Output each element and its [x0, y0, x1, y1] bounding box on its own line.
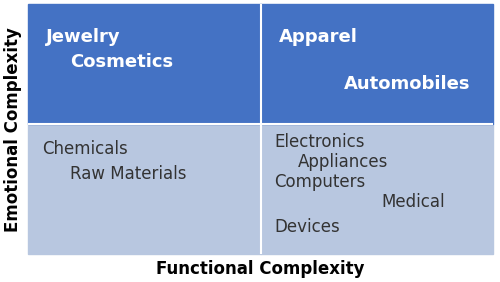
Text: Apparel: Apparel: [279, 28, 358, 46]
Bar: [28, 124, 260, 254]
X-axis label: Functional Complexity: Functional Complexity: [156, 260, 365, 278]
Text: Jewelry: Jewelry: [46, 28, 121, 46]
Text: Medical: Medical: [382, 193, 445, 211]
Bar: [28, 4, 260, 124]
Text: Raw Materials: Raw Materials: [70, 165, 186, 183]
Y-axis label: Emotional Complexity: Emotional Complexity: [4, 27, 22, 232]
Text: Chemicals: Chemicals: [42, 140, 128, 158]
Text: Electronics: Electronics: [274, 133, 365, 151]
Text: Cosmetics: Cosmetics: [70, 53, 173, 71]
Bar: [260, 124, 494, 254]
Text: Devices: Devices: [274, 218, 340, 236]
Text: Appliances: Appliances: [298, 153, 388, 171]
Bar: [260, 4, 494, 124]
Text: Automobiles: Automobiles: [344, 75, 471, 93]
Text: Computers: Computers: [274, 173, 366, 191]
